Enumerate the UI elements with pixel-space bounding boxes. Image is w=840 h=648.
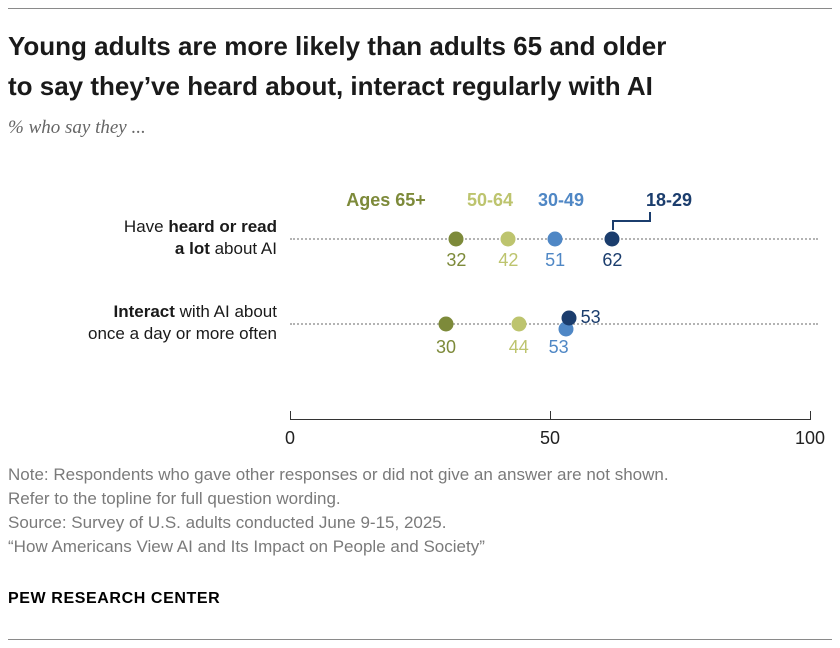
value-label: 30	[435, 337, 457, 357]
leader-line-row2	[290, 323, 818, 325]
value-label: 62	[602, 250, 623, 270]
value-label: 51	[545, 250, 566, 270]
chart-title-line1: Young adults are more likely than adults…	[8, 31, 667, 61]
top-rule	[8, 8, 832, 9]
x-axis-line	[290, 419, 811, 420]
note-line-1: Note: Respondents who gave other respons…	[8, 465, 669, 484]
row-label-interact-daily: Interact with AI about once a day or more…	[87, 302, 277, 343]
note-line-2: Refer to the topline for full question w…	[8, 489, 341, 508]
pew-research-center-logo: PEW RESEARCH CENTER	[8, 590, 221, 607]
leader-line-row1	[290, 238, 818, 240]
source-line: Source: Survey of U.S. adults conducted …	[8, 513, 447, 532]
axis-tick-label: 0	[284, 428, 296, 448]
row-label-heard-a-lot: Have heard or read a lot about AI	[123, 217, 277, 258]
legend-label-30-49: 30-49	[537, 190, 585, 210]
legend-label-18-29: 18-29	[645, 190, 693, 210]
value-label: 44	[508, 337, 529, 357]
axis-tick-label: 100	[794, 428, 826, 448]
chart-subtitle: % who say they ...	[8, 117, 146, 138]
value-label: 32	[446, 250, 467, 270]
legend-label-50-64: 50-64	[466, 190, 514, 210]
value-label: 42	[498, 250, 519, 270]
legend-label-ages-65-: Ages 65+	[346, 190, 426, 210]
bottom-rule	[8, 639, 832, 640]
chart-title-line2: to say they’ve heard about, interact reg…	[8, 71, 653, 101]
value-label: 53	[548, 337, 569, 357]
chart-title: Young adults are more likely than adults…	[8, 26, 666, 106]
axis-tick-label: 50	[539, 428, 561, 448]
report-title-line: “How Americans View AI and Its Impact on…	[8, 537, 485, 556]
chart-notes: Note: Respondents who gave other respons…	[8, 463, 669, 559]
